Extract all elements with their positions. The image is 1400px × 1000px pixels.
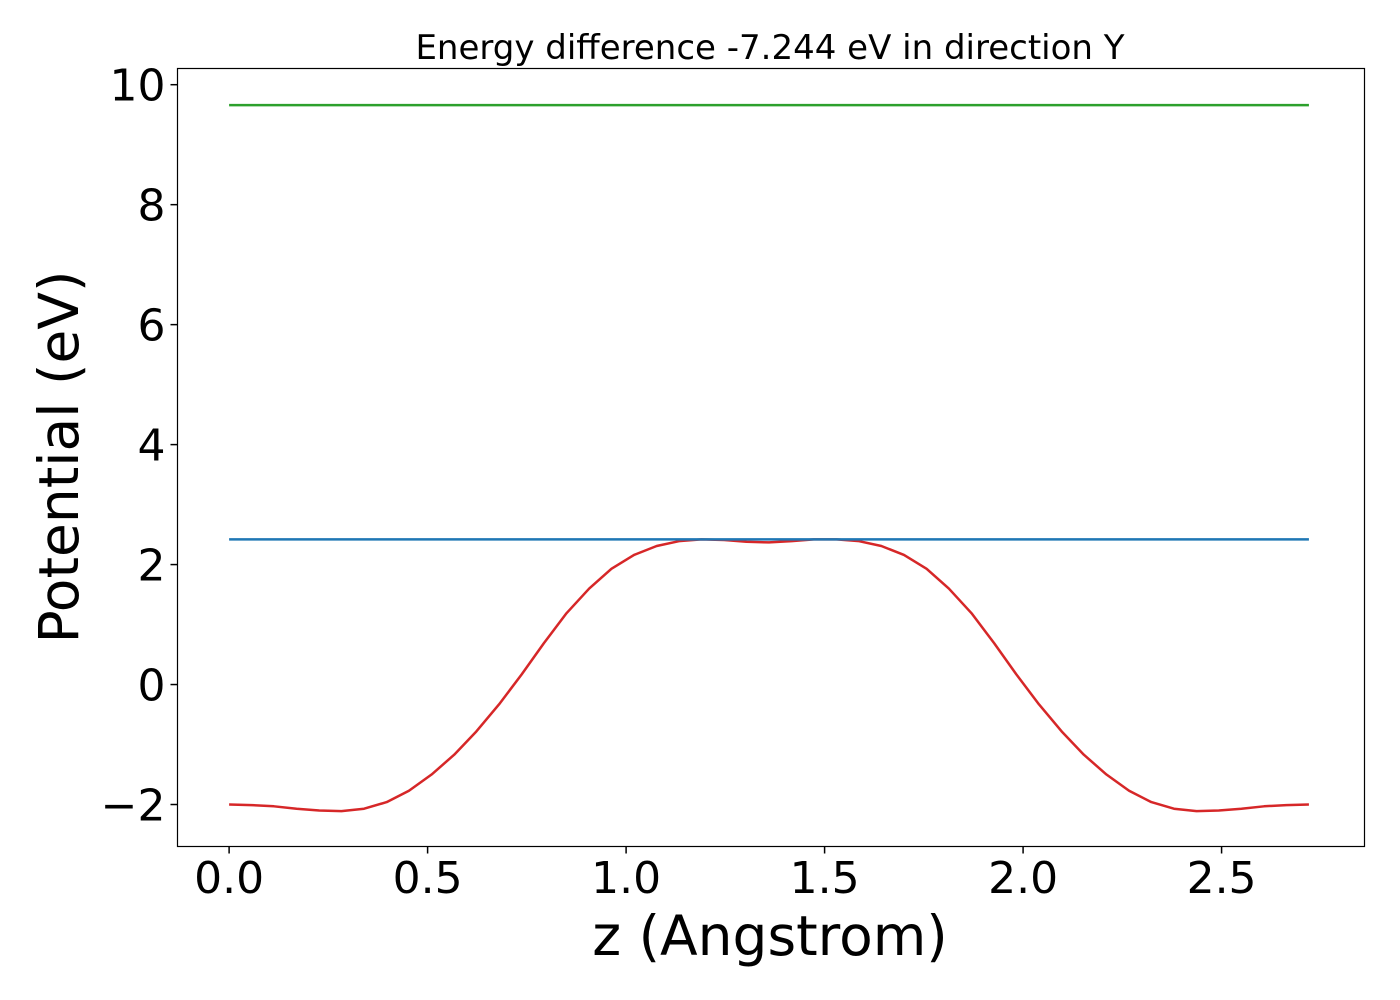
x-axis: 0.0 0.5 1.0 1.5 2.0 2.5 <box>194 846 1257 904</box>
x-tick-label: 2.5 <box>1187 853 1257 904</box>
y-axis: −2 0 2 4 6 8 10 <box>101 61 178 832</box>
x-tick-label: 1.5 <box>790 853 860 904</box>
y-tick-label: 8 <box>138 181 166 232</box>
y-tick-label: 6 <box>138 301 166 352</box>
x-tick-label: 1.0 <box>591 853 661 904</box>
x-tick-label: 2.0 <box>988 853 1058 904</box>
y-tick-label: −2 <box>101 781 166 832</box>
y-tick-label: 2 <box>138 541 166 592</box>
plot-frame <box>176 67 1366 848</box>
series-line-0 <box>229 538 1309 813</box>
y-tick-label: 0 <box>138 661 166 712</box>
y-tick-label: 4 <box>138 421 166 472</box>
chart-title: Energy difference -7.244 eV in direction… <box>415 28 1124 68</box>
x-axis-label: z (Angstrom) <box>592 904 948 968</box>
y-axis-label: Potential (eV) <box>27 271 91 644</box>
plot-area <box>176 67 1366 848</box>
y-tick-label: 10 <box>110 61 166 112</box>
series-group <box>229 103 1309 813</box>
x-tick-label: 0.0 <box>194 853 264 904</box>
x-tick-label: 0.5 <box>393 853 463 904</box>
